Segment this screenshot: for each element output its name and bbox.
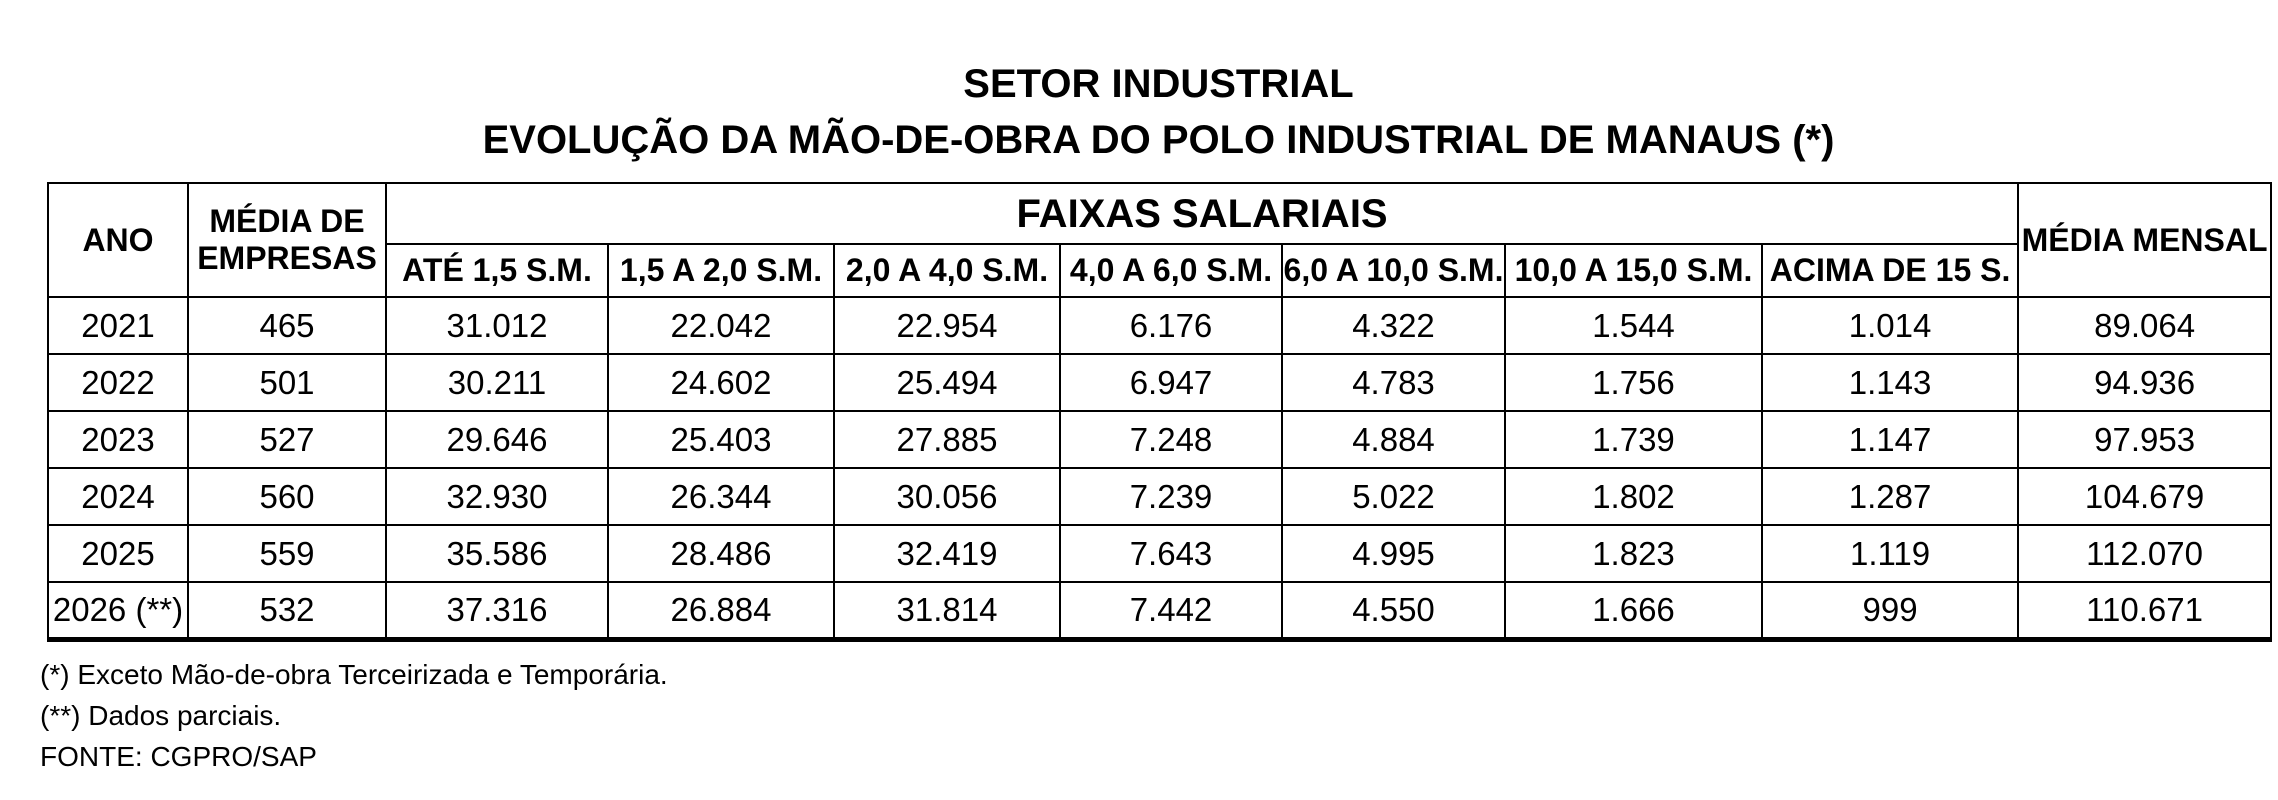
cell-faixa-4: 7.442 bbox=[1059, 581, 1283, 642]
col-subheader-faixa-6: 10,0 A 15,0 S.M. bbox=[1504, 243, 1763, 298]
cell-faixa-7: 1.143 bbox=[1760, 353, 2020, 412]
cell-faixa-3: 22.954 bbox=[833, 296, 1061, 355]
cell-faixa-2: 25.403 bbox=[607, 410, 835, 469]
header-row-main: ANO MÉDIA DE EMPRESAS FAIXAS SALARIAIS M… bbox=[47, 182, 2273, 298]
cell-faixa-4: 6.176 bbox=[1059, 296, 1283, 355]
cell-faixa-4: 7.248 bbox=[1059, 410, 1283, 469]
cell-faixa-6: 1.666 bbox=[1504, 581, 1763, 642]
header-row-faixas: ATÉ 1,5 S.M. 1,5 A 2,0 S.M. 2,0 A 4,0 S.M.… bbox=[48, 243, 2271, 298]
cell-faixa-4: 7.643 bbox=[1059, 524, 1283, 583]
cell-faixa-6: 1.544 bbox=[1504, 296, 1763, 355]
cell-faixa-3: 30.056 bbox=[833, 467, 1061, 526]
cell-faixa-7: 1.014 bbox=[1760, 296, 2020, 355]
cell-media-mensal: 94.936 bbox=[2017, 353, 2273, 412]
cell-faixa-5: 4.884 bbox=[1281, 410, 1506, 469]
footnotes-block: (*) Exceto Mão-de-obra Terceirizada e Te… bbox=[40, 654, 2278, 777]
cell-faixa-1: 35.586 bbox=[385, 524, 609, 583]
cell-faixa-4: 6.947 bbox=[1059, 353, 1283, 412]
cell-faixa-2: 22.042 bbox=[607, 296, 835, 355]
cell-faixa-6: 1.823 bbox=[1504, 524, 1763, 583]
cell-media-mensal: 110.671 bbox=[2017, 581, 2273, 642]
col-header-media-empresas: MÉDIA DE EMPRESAS bbox=[187, 182, 387, 298]
cell-faixa-1: 30.211 bbox=[385, 353, 609, 412]
col-header-ano: ANO bbox=[47, 182, 189, 298]
title-block: SETOR INDUSTRIAL EVOLUÇÃO DA MÃO-DE-OBRA… bbox=[47, 0, 2270, 168]
cell-ano: 2022 bbox=[47, 353, 189, 412]
cell-media-empresas: 560 bbox=[187, 467, 387, 526]
footnote-asterisk: (*) Exceto Mão-de-obra Terceirizada e Te… bbox=[40, 658, 668, 690]
col-subheader-faixa-3: 2,0 A 4,0 S.M. bbox=[833, 243, 1061, 298]
cell-media-empresas: 559 bbox=[187, 524, 387, 583]
cell-ano: 2021 bbox=[47, 296, 189, 355]
cell-faixa-6: 1.739 bbox=[1504, 410, 1763, 469]
cell-faixa-4: 7.239 bbox=[1059, 467, 1283, 526]
cell-faixa-5: 4.783 bbox=[1281, 353, 1506, 412]
cell-faixa-2: 26.884 bbox=[607, 581, 835, 642]
cell-faixa-3: 25.494 bbox=[833, 353, 1061, 412]
cell-faixa-7: 999 bbox=[1760, 581, 2020, 642]
col-subheader-faixa-2: 1,5 A 2,0 S.M. bbox=[607, 243, 835, 298]
cell-faixa-2: 28.486 bbox=[607, 524, 835, 583]
cell-faixa-2: 26.344 bbox=[607, 467, 835, 526]
col-header-faixas-salariais: FAIXAS SALARIAIS bbox=[384, 182, 2020, 245]
cell-faixa-3: 32.419 bbox=[833, 524, 1061, 583]
table-row: 2021 465 31.012 22.042 22.954 6.176 4.322 1.544… bbox=[47, 296, 2273, 355]
col-subheader-faixa-4: 4,0 A 6,0 S.M. bbox=[1059, 243, 1283, 298]
cell-faixa-6: 1.756 bbox=[1504, 353, 1763, 412]
cell-faixa-7: 1.287 bbox=[1760, 467, 2020, 526]
cell-media-mensal: 89.064 bbox=[2017, 296, 2273, 355]
cell-faixa-3: 31.814 bbox=[833, 581, 1061, 642]
cell-faixa-1: 32.930 bbox=[385, 467, 609, 526]
cell-faixa-7: 1.147 bbox=[1760, 410, 2020, 469]
col-header-media-mensal: MÉDIA MENSAL bbox=[2017, 182, 2273, 298]
col-subheader-faixa-7: ACIMA DE 15 S. bbox=[1760, 243, 2020, 298]
cell-media-mensal: 104.679 bbox=[2017, 467, 2273, 526]
cell-media-empresas: 501 bbox=[187, 353, 387, 412]
table-row: 2023 527 29.646 25.403 27.885 7.248 4.884 1.739… bbox=[47, 410, 2273, 469]
labor-evolution-table: ANO MÉDIA DE EMPRESAS FAIXAS SALARIAIS M… bbox=[47, 182, 2273, 642]
cell-media-empresas: 527 bbox=[187, 410, 387, 469]
cell-media-mensal: 97.953 bbox=[2017, 410, 2273, 469]
cell-ano: 2025 bbox=[47, 524, 189, 583]
table-row: 2024 560 32.930 26.344 30.056 7.239 5.022 1.802… bbox=[47, 467, 2273, 526]
page-subtitle: EVOLUÇÃO DA MÃO-DE-OBRA DO POLO INDUSTRI… bbox=[482, 118, 1835, 162]
cell-ano: 2023 bbox=[47, 410, 189, 469]
cell-faixa-1: 31.012 bbox=[385, 296, 609, 355]
cell-media-empresas: 532 bbox=[187, 581, 387, 642]
cell-faixa-1: 29.646 bbox=[385, 410, 609, 469]
footnote-double-asterisk: (**) Dados parciais. bbox=[40, 699, 282, 731]
cell-faixa-6: 1.802 bbox=[1504, 467, 1763, 526]
table-row: 2025 559 35.586 28.486 32.419 7.643 4.995 1.823… bbox=[47, 524, 2273, 583]
cell-media-mensal: 112.070 bbox=[2017, 524, 2273, 583]
table-row: 2022 501 30.211 24.602 25.494 6.947 4.783 1.756… bbox=[47, 353, 2273, 412]
cell-faixa-5: 4.550 bbox=[1281, 581, 1506, 642]
cell-faixa-1: 37.316 bbox=[385, 581, 609, 642]
table-row: 2026 (**) 532 37.316 26.884 31.814 7.442 4.550… bbox=[47, 581, 2273, 642]
col-subheader-faixa-5: 6,0 A 10,0 S.M. bbox=[1281, 243, 1506, 298]
cell-faixa-5: 5.022 bbox=[1281, 467, 1506, 526]
cell-faixa-3: 27.885 bbox=[833, 410, 1061, 469]
cell-faixa-5: 4.995 bbox=[1281, 524, 1506, 583]
col-subheader-faixa-1: ATÉ 1,5 S.M. bbox=[385, 243, 609, 298]
cell-ano: 2024 bbox=[47, 467, 189, 526]
footnote-source: FONTE: CGPRO/SAP bbox=[40, 740, 317, 772]
cell-faixa-7: 1.119 bbox=[1760, 524, 2020, 583]
cell-faixa-5: 4.322 bbox=[1281, 296, 1506, 355]
cell-media-empresas: 465 bbox=[187, 296, 387, 355]
page-title: SETOR INDUSTRIAL bbox=[963, 62, 1354, 106]
cell-ano: 2026 (**) bbox=[47, 581, 189, 642]
cell-faixa-2: 24.602 bbox=[607, 353, 835, 412]
